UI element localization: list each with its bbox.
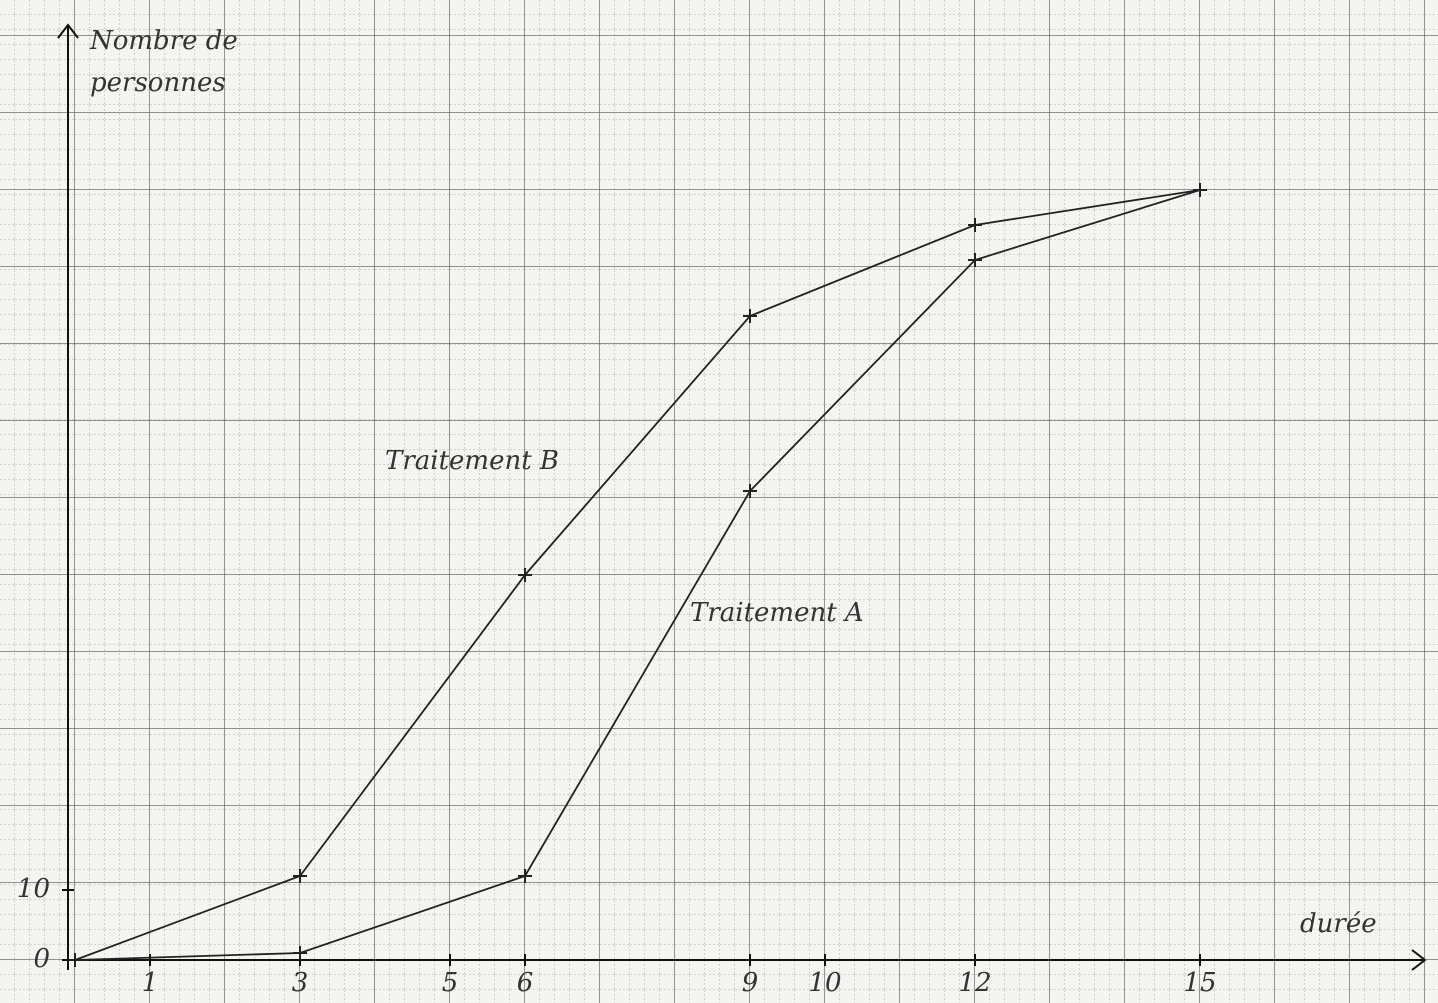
y-label: personnes: [90, 68, 226, 98]
x-label: durée: [1300, 909, 1377, 939]
x-tick-label: 5: [442, 968, 459, 998]
x-tick-label: 3: [292, 968, 309, 998]
x-tick-label: 9: [742, 968, 759, 998]
x-tick-label: 1: [142, 968, 159, 998]
y-tick-label: 10: [17, 874, 50, 904]
x-tick-label: 15: [1183, 968, 1216, 998]
graph-paper-major: [0, 0, 1438, 1003]
y-tick-label: 0: [33, 944, 50, 974]
chart: Nombre de personnes durée Traitement B T…: [0, 0, 1438, 1003]
x-tick-label: 10: [808, 968, 841, 998]
x-tick-label: 12: [958, 968, 991, 998]
series-annotation: Traitement A: [690, 598, 864, 628]
x-tick-label: 6: [517, 968, 534, 998]
series-annotation: Traitement B: [385, 446, 559, 476]
y-label: Nombre de: [89, 26, 238, 56]
